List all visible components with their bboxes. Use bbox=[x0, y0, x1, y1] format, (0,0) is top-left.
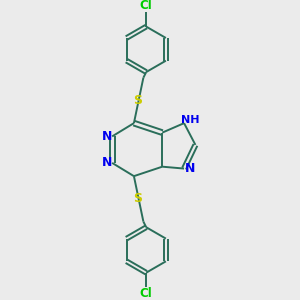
Text: Cl: Cl bbox=[140, 287, 153, 300]
Text: Cl: Cl bbox=[140, 0, 153, 12]
Text: NH: NH bbox=[182, 115, 200, 125]
Text: S: S bbox=[133, 94, 142, 107]
Text: N: N bbox=[102, 156, 112, 170]
Text: S: S bbox=[133, 192, 142, 206]
Text: N: N bbox=[184, 162, 195, 175]
Text: N: N bbox=[102, 130, 112, 143]
